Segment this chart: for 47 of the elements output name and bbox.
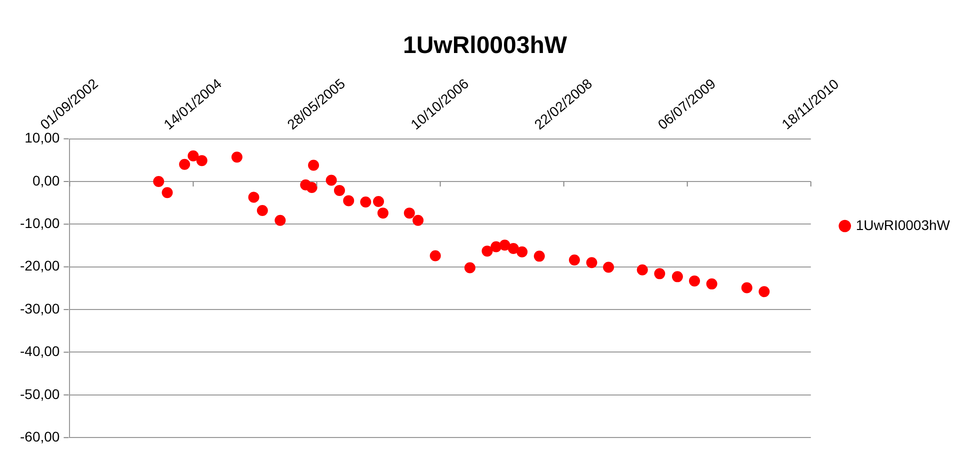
point — [334, 184, 345, 196]
point — [377, 208, 388, 219]
point — [308, 160, 320, 171]
point — [706, 278, 718, 290]
point — [343, 195, 354, 206]
y-tick-label: 0,00 — [32, 172, 60, 188]
point — [162, 187, 173, 198]
point — [231, 152, 242, 163]
point — [248, 192, 260, 203]
point — [490, 241, 502, 252]
point — [654, 268, 666, 280]
point — [499, 240, 510, 251]
y-tick-label: -50,00 — [20, 386, 60, 402]
y-tick-label: -40,00 — [20, 343, 60, 360]
point — [464, 262, 476, 274]
point — [516, 246, 528, 258]
point — [534, 250, 545, 262]
point — [636, 264, 648, 276]
point — [603, 262, 614, 273]
point — [412, 214, 424, 226]
y-tick-label: 10,00 — [24, 130, 60, 146]
point — [430, 250, 441, 262]
y-tick-label: -60,00 — [20, 428, 60, 444]
point — [404, 208, 415, 219]
point — [741, 282, 752, 294]
point — [360, 196, 372, 208]
point — [196, 155, 208, 166]
point — [188, 150, 199, 162]
y-tick-label: -20,00 — [20, 258, 60, 274]
point — [586, 257, 598, 268]
point — [373, 196, 384, 208]
point — [688, 275, 700, 286]
chart-title: 1UwRl0003hW — [402, 32, 568, 60]
point — [153, 176, 164, 187]
point — [758, 286, 770, 298]
point — [274, 214, 286, 226]
point — [508, 243, 519, 254]
point — [568, 254, 580, 266]
point — [672, 271, 683, 282]
y-tick-label: -30,00 — [20, 300, 60, 316]
y-tick-label: -10,00 — [20, 215, 60, 232]
point — [256, 205, 268, 216]
point — [326, 174, 337, 186]
legend-label: 1UwRI0003hW — [856, 216, 951, 233]
point — [179, 158, 190, 170]
point — [482, 246, 493, 257]
point — [306, 182, 318, 193]
